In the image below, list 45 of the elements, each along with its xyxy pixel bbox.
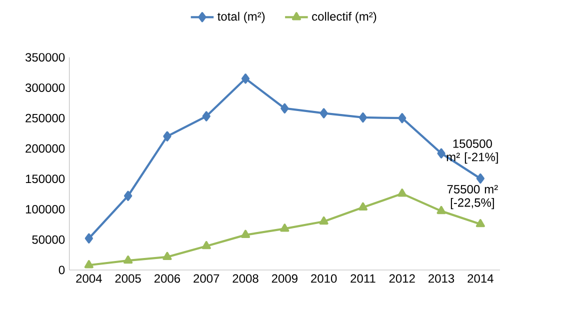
x-tick-label: 2008 — [232, 274, 258, 283]
point — [84, 233, 93, 244]
point — [320, 108, 328, 118]
x-tick-label: 2010 — [311, 274, 337, 283]
y-tick-label: 200000 — [26, 144, 65, 153]
y-tick-label: 150000 — [26, 174, 65, 184]
x-tick-label: 2011 — [350, 274, 376, 283]
x-tick-label: 2005 — [115, 274, 141, 283]
point — [84, 260, 94, 268]
point — [319, 216, 328, 225]
point — [280, 103, 289, 114]
y-tick-label: 50000 — [32, 235, 65, 244]
point — [476, 219, 485, 228]
point — [358, 112, 368, 123]
y-tick-label: 100000 — [26, 204, 65, 214]
y-tick-label: 300000 — [25, 83, 65, 92]
point — [241, 74, 250, 84]
point — [124, 190, 132, 201]
x-tick-label: 2013 — [428, 274, 454, 283]
point — [163, 131, 172, 142]
point — [358, 202, 368, 210]
point — [436, 206, 446, 214]
x-tick-label: 2004 — [76, 274, 102, 283]
x-tick-label: 2006 — [154, 274, 180, 283]
point — [124, 256, 133, 264]
point — [162, 252, 172, 260]
legend-label: collectif (m²) — [312, 12, 376, 24]
point — [202, 111, 210, 122]
annotation: 75500 m² [-22,5%] — [447, 184, 498, 210]
point — [437, 148, 446, 158]
x-tick-label: 2007 — [194, 274, 220, 283]
x-tick-label: 2009 — [272, 274, 298, 283]
y-tick-label: 350000 — [25, 53, 65, 62]
point — [202, 241, 211, 250]
point — [240, 230, 250, 238]
x-tick-label: 2012 — [389, 274, 415, 283]
y-tick-label: 250000 — [26, 114, 65, 122]
annotation: 150500 m² [-21%] — [446, 139, 498, 164]
point — [280, 224, 290, 232]
point — [398, 188, 407, 197]
point — [476, 173, 484, 184]
legend-label: total (m²) — [218, 12, 265, 24]
point — [398, 113, 406, 124]
x-tick-label: 2014 — [468, 274, 494, 283]
y-tick-label: 0 — [58, 266, 65, 274]
